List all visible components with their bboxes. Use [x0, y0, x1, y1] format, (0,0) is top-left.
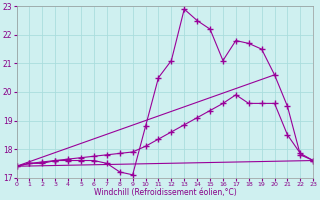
X-axis label: Windchill (Refroidissement éolien,°C): Windchill (Refroidissement éolien,°C) [93, 188, 236, 197]
